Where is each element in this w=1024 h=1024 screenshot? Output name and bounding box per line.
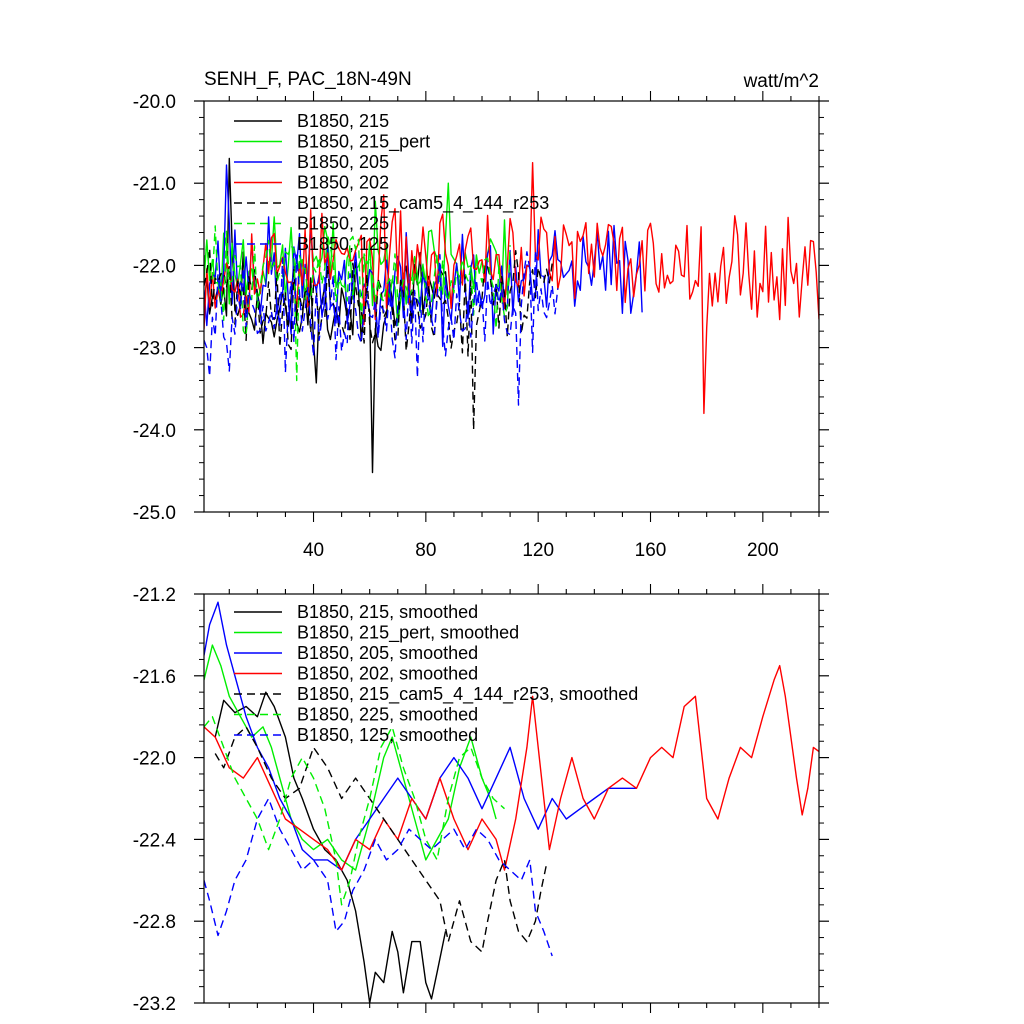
legend-label-1: B1850, 215, smoothed [297,602,478,622]
series-group [204,157,819,474]
series-group [204,601,819,1003]
plot-title: SENH_F, PAC_18N-49N [204,69,412,90]
y-tick-label: -21.0 [133,174,176,195]
y-tick-label: -21.2 [133,585,176,606]
series-line-1 [214,691,447,1003]
top-panel: -25.0 -24.0 -23.0 -22.0 -21.0 -20.0 40 80 120 160… [133,91,829,561]
x-tick-label: 40 [303,540,324,561]
x-tick-label: 120 [522,540,554,561]
legend-label-4: B1850, 202 [297,173,389,193]
legend-label-4: B1850, 202, smoothed [297,664,478,684]
series-line-5 [214,726,548,953]
x-tick-label: 80 [415,540,436,561]
legend-label-5: B1850, 215_cam5_4_144_r253 [297,193,549,214]
plot-frame [203,100,820,513]
legend-label-3: B1850, 205, smoothed [297,643,478,663]
y-tick-label: -20.0 [133,92,176,113]
legend-label-7: B1850, 125 [297,234,389,254]
series-line-4 [204,664,819,871]
legend-label-2: B1850, 215_pert [297,132,430,153]
x-tick-label: 160 [635,540,667,561]
series-line-2 [204,644,497,871]
legend-label-1: B1850, 215 [297,111,389,131]
y-tick-label: -23.0 [133,339,176,360]
series-line-3 [204,601,637,871]
legend-label-3: B1850, 205 [297,152,389,172]
y-tick-label: -21.6 [133,667,176,688]
y-tick-label: -23.2 [133,994,176,1015]
y-tick-label: -25.0 [133,503,176,524]
legend-label-7: B1850, 125, smoothed [297,725,478,745]
series-line-7 [204,250,559,406]
x-tick-label: 200 [747,540,779,561]
y-tick-label: -24.0 [133,421,176,442]
series-line-4 [204,162,819,415]
plot-frame [203,593,820,1004]
legend-label-6: B1850, 225, smoothed [297,705,478,725]
y-tick-label: -22.0 [133,256,176,277]
series-line-6 [204,225,511,382]
legend-label-6: B1850, 225 [297,214,389,234]
legend-label-5: B1850, 215_cam5_4_144_r253, smoothed [297,684,638,705]
series-line-6 [204,716,505,906]
y-tick-label: -22.0 [133,749,176,770]
series-line-7 [204,797,553,957]
legend-label-2: B1850, 215_pert, smoothed [297,623,519,644]
units-label: watt/m^2 [743,71,819,92]
bottom-panel: -23.2 -22.8 -22.4 -22.0 -21.6 -21.2 B1850, 215… [133,584,829,1015]
y-tick-label: -22.8 [133,912,176,933]
y-tick-label: -22.4 [133,830,177,851]
